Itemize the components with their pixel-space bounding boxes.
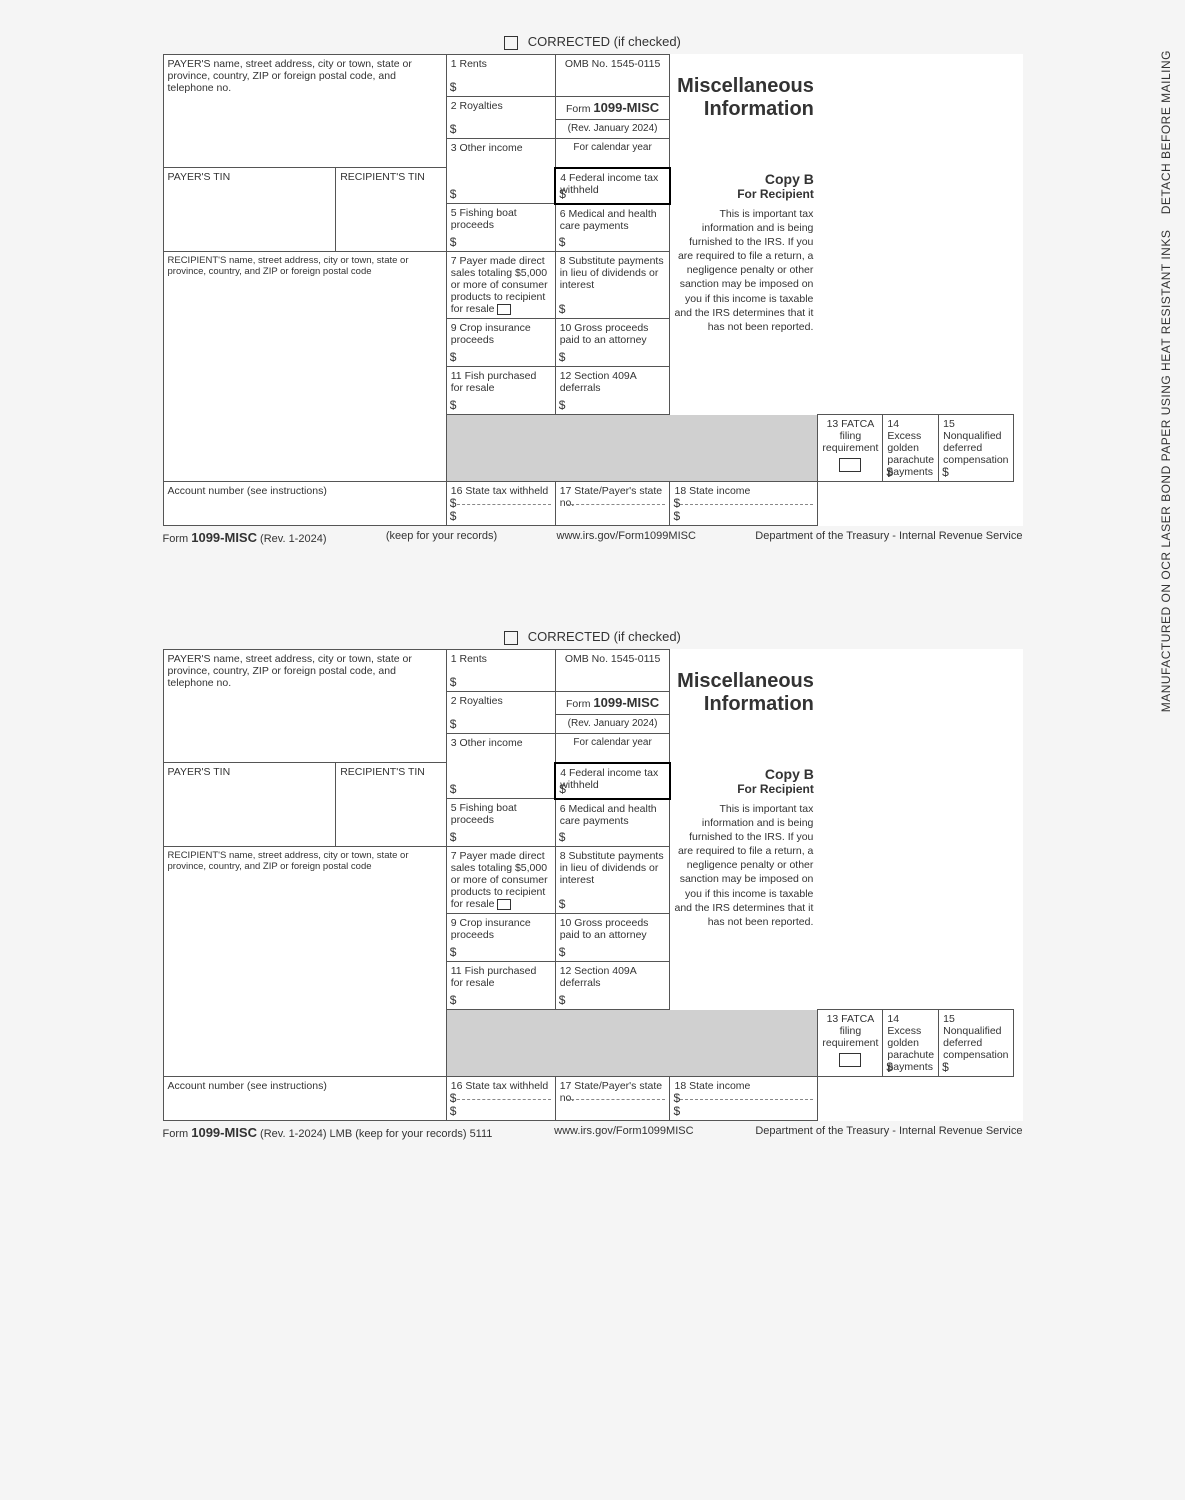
box-7-direct-sales[interactable]: 7 Payer made direct sales totaling $5,00… [446,847,555,914]
box-6-medical[interactable]: 6 Medical and health care payments$ [555,799,670,847]
corrected-row: CORRECTED (if checked) [40,30,1145,54]
box-5-fishing[interactable]: 5 Fishing boat proceeds$ [446,204,555,252]
box-12-409a[interactable]: 12 Section 409A deferrals$ [555,367,670,415]
box-3-other-income[interactable]: 3 Other income$ [446,733,555,799]
box-4-fed-tax-withheld[interactable]: 4 Federal income tax withheld$ [555,168,670,204]
box-9-crop[interactable]: 9 Crop insurance proceeds$ [446,319,555,367]
fatca-checkbox[interactable] [839,458,861,472]
box-9-crop[interactable]: 9 Crop insurance proceeds$ [446,914,555,962]
corrected-checkbox[interactable] [504,36,518,50]
box-16-state-tax[interactable]: 16 State tax withheld$$ [446,1077,555,1121]
box-3-other-income[interactable]: 3 Other income$ [446,138,555,204]
recipient-tin[interactable]: RECIPIENT'S TIN [336,763,447,847]
shaded-area [446,415,818,482]
form-title-block: Miscellaneous Information [670,649,818,733]
account-number[interactable]: Account number (see instructions) [163,1077,446,1121]
box-11-fish-resale[interactable]: 11 Fish purchased for resale$ [446,962,555,1010]
box-5-fishing[interactable]: 5 Fishing boat proceeds$ [446,799,555,847]
revision-date: (Rev. January 2024) [555,119,670,138]
box-18-state-income[interactable]: 18 State income$$ [670,482,818,526]
recipient-tin[interactable]: RECIPIENT'S TIN [336,168,447,252]
vertical-manufacture-note: MANUFACTURED ON OCR LASER BOND PAPER USI… [1158,50,1175,712]
corrected-label: CORRECTED (if checked) [528,629,681,644]
form-1099-copy-bottom: CORRECTED (if checked) PAYER'S name, str… [40,625,1145,1140]
box-15-nonqualified[interactable]: 15 Nonqualified deferred compensation$ [939,415,1013,482]
box-7-direct-sales[interactable]: 7 Payer made direct sales totaling $5,00… [446,252,555,319]
box7-checkbox[interactable] [497,899,511,910]
form-number: Form 1099-MISC [555,96,670,119]
form-title-block: Miscellaneous Information [670,54,818,138]
copy-b-label: Copy B For Recipient [670,763,818,799]
calendar-year[interactable]: For calendar year [555,733,670,763]
omb-number: OMB No. 1545-0115 [555,54,670,96]
box-8-substitute[interactable]: 8 Substitute payments in lieu of dividen… [555,252,670,319]
box-17-state-no[interactable]: 17 State/Payer's state no. [555,482,670,526]
form-1099-copy-top: CORRECTED (if checked) PAYER'S name, str… [40,30,1145,545]
box-2-royalties[interactable]: 2 Royalties$ [446,691,555,733]
corrected-row: CORRECTED (if checked) [40,625,1145,649]
shaded-area [446,1010,818,1077]
box-2-royalties[interactable]: 2 Royalties$ [446,96,555,138]
box-1-rents[interactable]: 1 Rents$ [446,649,555,691]
box-11-fish-resale[interactable]: 11 Fish purchased for resale$ [446,367,555,415]
box-4-fed-tax-withheld[interactable]: 4 Federal income tax withheld$ [555,763,670,799]
box-10-attorney[interactable]: 10 Gross proceeds paid to an attorney$ [555,914,670,962]
corrected-label: CORRECTED (if checked) [528,34,681,49]
box7-checkbox[interactable] [497,304,511,315]
recipient-name-address[interactable]: RECIPIENT'S name, street address, city o… [163,252,446,482]
box-15-nonqualified[interactable]: 15 Nonqualified deferred compensation$ [939,1010,1013,1077]
fatca-checkbox[interactable] [839,1053,861,1067]
copy-b-label: Copy B For Recipient [670,168,818,204]
payer-name-address[interactable]: PAYER'S name, street address, city or to… [163,54,446,168]
box-13-fatca[interactable]: 13 FATCA filing requirement [818,1010,883,1077]
box-13-fatca[interactable]: 13 FATCA filing requirement [818,415,883,482]
payer-name-address[interactable]: PAYER'S name, street address, city or to… [163,649,446,763]
recipient-name-address[interactable]: RECIPIENT'S name, street address, city o… [163,847,446,1077]
form-footer: Form 1099-MISC (Rev. 1-2024) LMB (keep f… [163,1125,1023,1140]
form-footer: Form 1099-MISC (Rev. 1-2024) (keep for y… [163,530,1023,545]
account-number[interactable]: Account number (see instructions) [163,482,446,526]
box-18-state-income[interactable]: 18 State income$$ [670,1077,818,1121]
revision-date: (Rev. January 2024) [555,714,670,733]
box-12-409a[interactable]: 12 Section 409A deferrals$ [555,962,670,1010]
omb-number: OMB No. 1545-0115 [555,649,670,691]
form-number: Form 1099-MISC [555,691,670,714]
box-8-substitute[interactable]: 8 Substitute payments in lieu of dividen… [555,847,670,914]
box-16-state-tax[interactable]: 16 State tax withheld$$ [446,482,555,526]
box-6-medical[interactable]: 6 Medical and health care payments$ [555,204,670,252]
box-10-attorney[interactable]: 10 Gross proceeds paid to an attorney$ [555,319,670,367]
payer-tin[interactable]: PAYER'S TIN [163,168,336,252]
box-14-parachute[interactable]: 14 Excess golden parachute payments$ [883,415,939,482]
calendar-year[interactable]: For calendar year [555,138,670,168]
box-17-state-no[interactable]: 17 State/Payer's state no. [555,1077,670,1121]
box-14-parachute[interactable]: 14 Excess golden parachute payments$ [883,1010,939,1077]
box-1-rents[interactable]: 1 Rents$ [446,54,555,96]
corrected-checkbox[interactable] [504,631,518,645]
payer-tin[interactable]: PAYER'S TIN [163,763,336,847]
